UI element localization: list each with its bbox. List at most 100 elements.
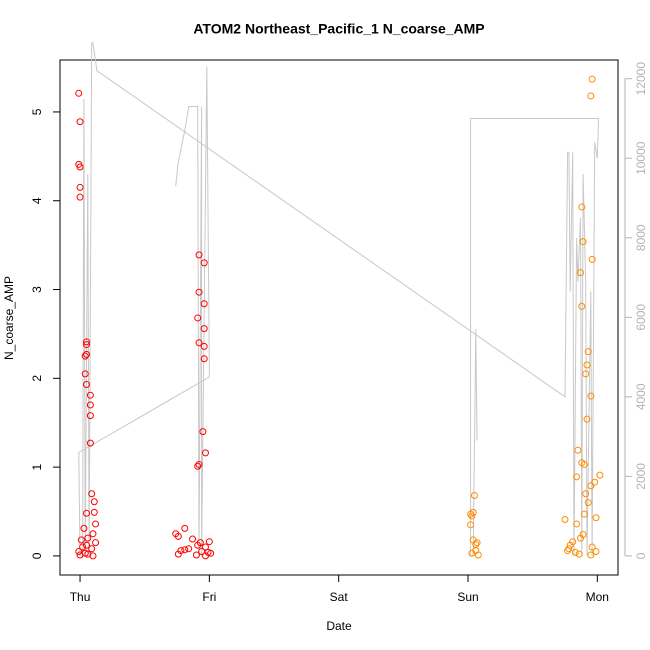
point [88,490,96,498]
point [90,498,98,506]
point [86,439,94,447]
x-axis-label: Date [326,619,352,633]
point [561,516,569,524]
point [89,552,97,560]
point [573,473,581,481]
point [591,478,599,486]
x-tick-label: Sun [457,590,478,604]
point [83,338,91,346]
point [578,203,586,211]
point [194,462,202,470]
point [582,490,590,498]
point [473,539,481,547]
point [189,535,197,543]
point [83,381,91,389]
point [583,415,591,423]
x-tick-label: Fri [202,590,216,604]
point [592,547,600,555]
point [574,446,582,454]
point [92,520,100,528]
y-tick-label: 2 [30,375,44,382]
point [200,300,208,308]
point [181,546,189,554]
point [181,524,189,532]
point [194,314,202,322]
point [588,255,596,263]
point [588,543,596,551]
point [195,460,203,468]
point [587,482,595,490]
point [564,547,572,555]
point [194,541,202,549]
point [75,89,83,97]
point [198,547,206,555]
point [90,508,98,516]
point [195,288,203,296]
point [76,551,84,559]
point [587,392,595,400]
x-tick-label: Mon [586,590,609,604]
point [573,520,581,528]
point [474,551,482,559]
point [579,238,587,246]
y-tick-label: 0 [30,552,44,559]
point [576,269,584,277]
point [470,492,478,500]
point [86,391,94,399]
point [575,550,583,558]
point [84,534,92,542]
point [584,499,592,507]
point [576,534,584,542]
point [83,350,91,358]
point [88,545,96,553]
y2-tick-label: 2000 [634,463,648,490]
point [174,550,182,558]
x-tick-label: Thu [70,590,91,604]
point [83,541,91,549]
point [192,551,200,559]
point [588,75,596,83]
y2-tick-label: 4000 [634,383,648,410]
x-tick-label: Sat [330,590,349,604]
point [583,361,591,369]
point [584,348,592,356]
y-tick-label: 1 [30,463,44,470]
point [76,163,84,171]
point [200,342,208,350]
point [77,536,85,544]
point [89,530,97,538]
point [76,193,84,201]
y-tick-label: 3 [30,286,44,293]
point [587,551,595,559]
point [467,521,475,529]
point [200,259,208,267]
point [81,352,89,360]
point [81,370,89,378]
point [79,543,87,551]
line [78,42,600,557]
point [80,524,88,532]
y2-tick-label: 0 [634,552,648,559]
point [468,549,476,557]
point [83,341,91,349]
y-tick-label: 4 [30,197,44,204]
point [195,251,203,259]
point [468,512,476,520]
point [200,355,208,363]
point [83,509,91,517]
point [467,510,475,518]
point [76,118,84,126]
point [571,548,579,556]
point [565,545,573,553]
point [580,460,588,468]
point [596,471,604,479]
y-axis-label: N_coarse_AMP [2,276,16,360]
point [582,370,590,378]
point [195,339,203,347]
y2-tick-label: 8000 [634,224,648,251]
point [75,547,83,555]
point [174,532,182,540]
point [86,401,94,409]
